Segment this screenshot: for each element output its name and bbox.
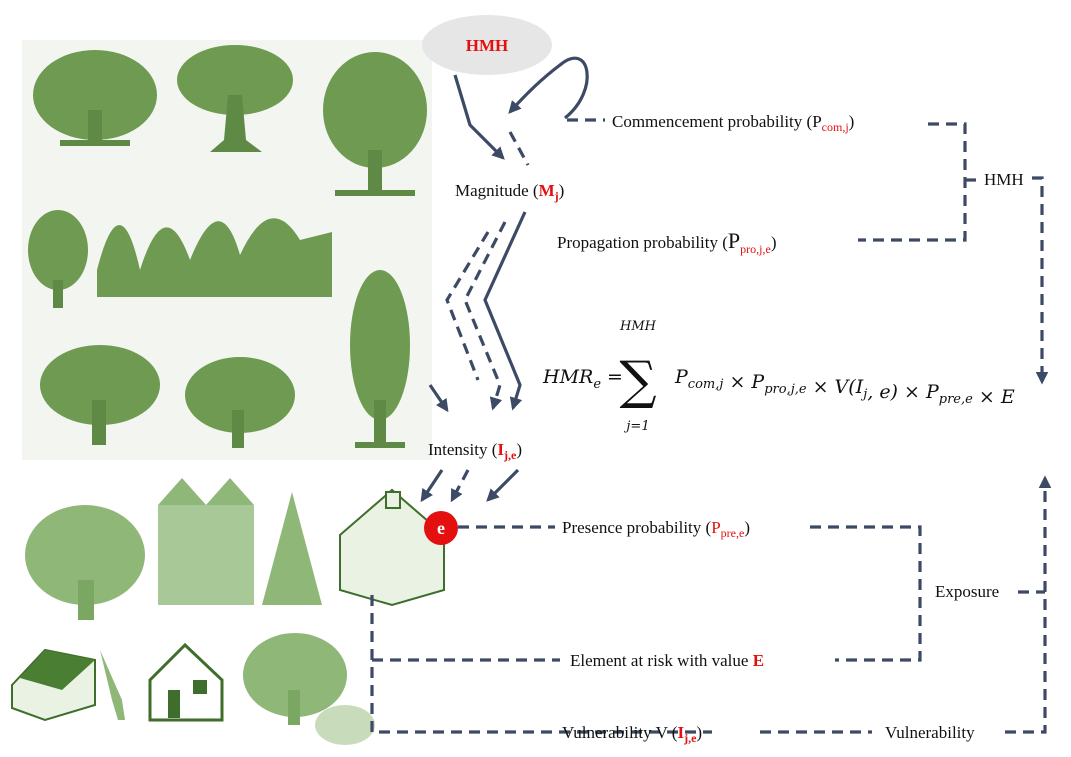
commencement-label: Commencement probability (Pcom,j) [612, 112, 854, 134]
formula-subscript: j [860, 387, 867, 402]
formula-lhs: HMRe = [542, 366, 623, 392]
sum-sign: ∑ [619, 351, 656, 411]
formula-subscript: com,j [688, 377, 724, 392]
hmh-label: HMH [984, 170, 1024, 189]
presence-label: Presence probability (Ppre,e) [562, 518, 750, 540]
elements-illustration [11, 478, 445, 745]
vulnerability-label: Vulnerability [885, 723, 975, 742]
propagation-label: Propagation probability (Ppro,j,e) [557, 228, 777, 256]
sum-lower: j=1 [623, 419, 649, 434]
element-label: Element at risk with value E [570, 651, 764, 670]
formula-term: , e) × P [867, 381, 940, 403]
formula-term: P [674, 366, 689, 388]
formula-term: × P [723, 371, 765, 393]
formula-subscript: pro,j,e [764, 382, 807, 397]
formula: HMRe = HMH ∑ j=1 Pcom,j × Ppro,j,e × V(Ij… [542, 319, 1015, 434]
magnitude-label: Magnitude (Mj) [455, 181, 564, 203]
sum-upper: HMH [619, 319, 657, 334]
formula-body: Pcom,j × Ppro,j,e × V(Ij, e) × Ppre,e × … [674, 366, 1015, 408]
element-marker [424, 511, 458, 545]
formula-subscript: pre,e [939, 392, 973, 407]
element-marker-label: e [437, 518, 445, 538]
connectors [370, 56, 1052, 734]
source-node [422, 15, 552, 75]
formula-term: × V(I [807, 376, 864, 398]
natural-illustration [22, 40, 432, 460]
exposure-label: Exposure [935, 582, 999, 601]
formula-term: × E [973, 386, 1015, 408]
source-label: HMH [466, 36, 509, 55]
vulnerability-v-label: Vulnerability V (Ij,e) [562, 723, 702, 745]
intensity-label: Intensity (Ij,e) [428, 440, 522, 462]
